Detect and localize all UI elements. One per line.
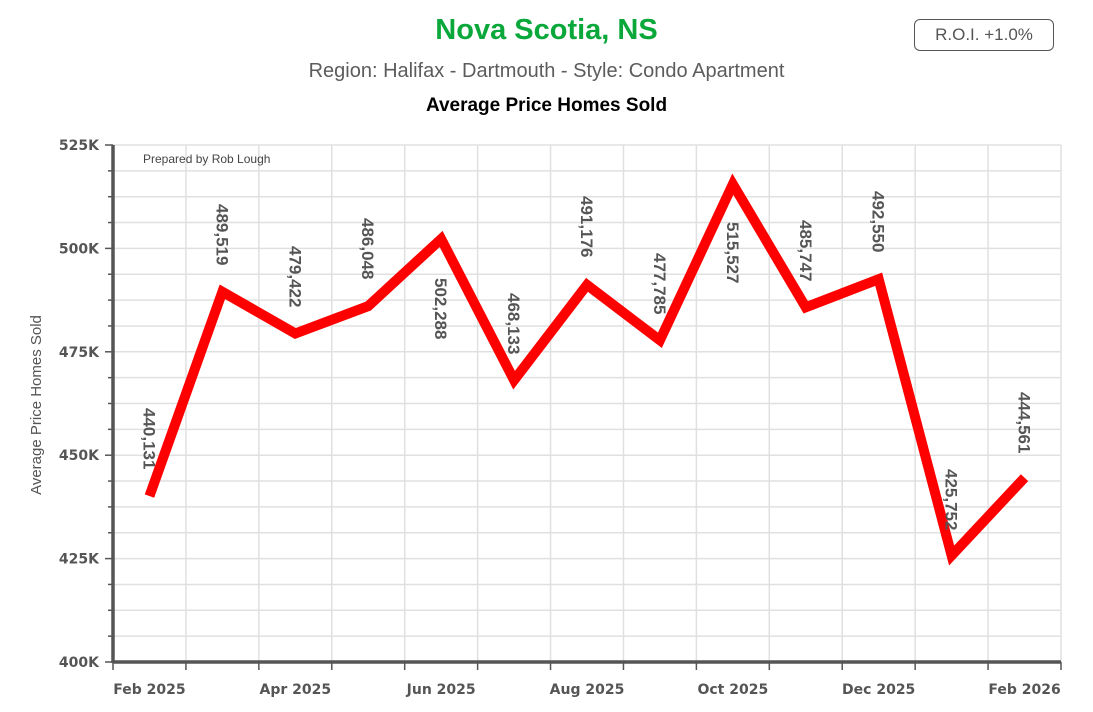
y-axis-title: Average Price Homes Sold [28, 315, 45, 495]
region-subtitle: Region: Halifax - Dartmouth - Style: Con… [308, 60, 785, 82]
data-label: 485,747 [796, 220, 815, 281]
x-tick-label: Apr 2025 [260, 682, 332, 698]
data-label: 515,527 [723, 222, 742, 283]
data-series [144, 173, 1029, 566]
data-label: 491,176 [577, 196, 596, 257]
page-title: Nova Scotia, NS [435, 14, 658, 46]
data-label: 486,048 [358, 218, 377, 279]
y-tick-label: 400K [59, 655, 100, 671]
data-label: 502,288 [431, 278, 450, 339]
data-label: 477,785 [650, 253, 669, 314]
y-tick-label: 450K [59, 448, 100, 464]
y-tick-label: 525K [59, 138, 100, 154]
data-label: 479,422 [285, 246, 304, 307]
y-tick-label: 500K [59, 241, 100, 257]
price-line [144, 173, 1029, 566]
y-tick-label: 425K [59, 552, 100, 568]
x-tick-label: Feb 2026 [988, 682, 1060, 698]
data-label: 425,752 [942, 469, 961, 530]
data-label: 444,561 [1015, 392, 1034, 453]
data-labels: 440,131 489,519 479,422 486,048 502,288 468,1… [139, 191, 1033, 530]
axes: 400K 425K 450K 475K 500K 525K Feb 2025 Apr 2025… [59, 138, 1062, 698]
grid-lines [113, 144, 1062, 662]
data-label: 489,519 [212, 204, 231, 265]
x-tick-label: Feb 2025 [113, 682, 185, 698]
data-label: 468,133 [504, 293, 523, 354]
x-tick-label: Aug 2025 [550, 682, 625, 698]
chart-title: Average Price Homes Sold [425, 95, 668, 116]
y-tick-label: 475K [59, 345, 100, 361]
data-label: 440,131 [139, 408, 158, 469]
data-label: 492,550 [869, 191, 888, 252]
x-tick-label: Oct 2025 [697, 682, 768, 698]
prepared-by-annotation: Prepared by Rob Lough [143, 152, 270, 166]
x-tick-label: Jun 2025 [406, 682, 476, 698]
roi-button[interactable]: R.O.I. +1.0% [914, 19, 1054, 51]
x-tick-label: Dec 2025 [842, 682, 915, 698]
